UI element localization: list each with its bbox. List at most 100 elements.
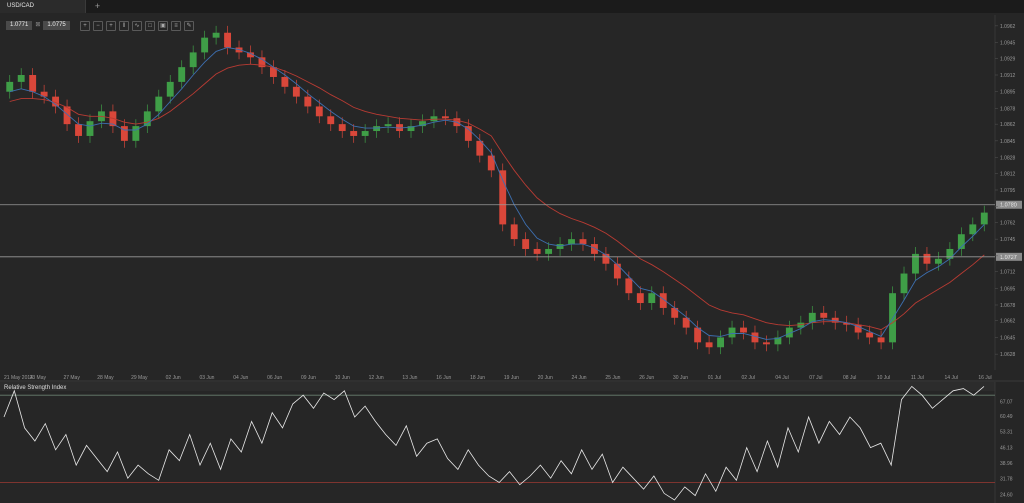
chart-toolbar: + − + ‖ ∿ □ ▣ ≡ ✎ <box>80 21 194 31</box>
y-tick-label: 1.0628 <box>1000 352 1016 358</box>
candle-body <box>648 293 656 304</box>
candle-body <box>613 263 621 279</box>
candle-body <box>292 86 300 97</box>
candle-body <box>671 307 679 318</box>
main-panel: 1.0780 1.0727 1.0962 1.0945 1.0929 1.0912 1.0… <box>0 15 1022 381</box>
y-tick-label: 1.0929 <box>1000 56 1016 62</box>
y-tick-label: 1.0712 <box>1000 270 1016 276</box>
candle-body <box>808 312 816 323</box>
candle-body <box>155 96 163 112</box>
settings-icon[interactable]: ≡ <box>171 21 181 31</box>
candle-body <box>143 111 151 127</box>
y-tick-label: 1.0828 <box>1000 156 1016 162</box>
candle-body <box>17 75 25 82</box>
candle-body <box>602 253 610 264</box>
candle-body <box>407 126 415 132</box>
y-tick-label: 1.0645 <box>1000 335 1016 341</box>
candle-body <box>212 32 220 38</box>
x-tick-label: 21 May 2014 <box>4 375 33 381</box>
candle-body <box>785 327 793 338</box>
ma-fast-line <box>9 47 985 340</box>
tab-bar: USD/CAD + <box>0 0 1024 13</box>
x-tick-label: 26 Jun <box>639 375 654 381</box>
candle-body <box>86 121 94 136</box>
x-tick-label: 25 Jun <box>605 375 620 381</box>
candle-body <box>980 212 988 225</box>
candle-body <box>923 253 931 264</box>
candle-body <box>327 116 335 125</box>
rsi-tick-label: 60.49 <box>1000 414 1013 420</box>
candle-body <box>178 67 186 82</box>
ask-price[interactable]: 1.0775 <box>43 21 70 30</box>
y-tick-label: 1.0895 <box>1000 90 1016 96</box>
candle-body <box>705 342 713 348</box>
candle-body <box>419 121 426 127</box>
x-tick-label: 04 Jul <box>775 375 788 381</box>
candle-body <box>568 239 575 245</box>
y-tick-label: 1.0778 <box>1000 205 1016 211</box>
add-tab-button[interactable]: + <box>94 1 101 11</box>
x-tick-label: 30 Jun <box>673 375 688 381</box>
screenshot-icon[interactable]: ▣ <box>158 21 168 31</box>
candle-body <box>774 337 782 345</box>
quote-separator-icon: ⊠ <box>35 22 41 28</box>
candle-body <box>545 248 553 254</box>
quote-panel: 1.0771 ⊠ 1.0775 <box>6 21 70 30</box>
x-tick-label: 10 Jun <box>335 375 350 381</box>
candle-body <box>132 126 140 141</box>
x-tick-label: 19 Jun <box>504 375 519 381</box>
bid-price[interactable]: 1.0771 <box>6 21 33 30</box>
candle-body <box>522 239 530 249</box>
x-tick-label: 03 Jun <box>199 375 214 381</box>
x-tick-label: 01 Jul <box>708 375 721 381</box>
candle-body <box>762 342 770 345</box>
price-badge <box>996 200 1022 209</box>
y-tick-label: 1.0945 <box>1000 41 1016 47</box>
y-tick-label: 1.0762 <box>1000 220 1016 226</box>
candles-icon[interactable]: ‖ <box>119 21 129 31</box>
crosshair-icon[interactable]: + <box>106 21 116 31</box>
y-tick-label: 1.0695 <box>1000 286 1016 292</box>
zoom-out-icon[interactable]: − <box>93 21 103 31</box>
x-tick-label: 13 Jun <box>402 375 417 381</box>
x-tick-label: 04 Jun <box>233 375 248 381</box>
candle-body <box>201 37 209 53</box>
x-tick-label: 02 Jun <box>166 375 181 381</box>
x-tick-label: 14 Jul <box>945 375 958 381</box>
candle-body <box>820 312 828 318</box>
price-badge-label: 1.0780 <box>1000 203 1017 209</box>
candle-body <box>957 234 965 249</box>
rsi-tick-label: 67.07 <box>1000 400 1013 406</box>
candle-body <box>591 244 598 254</box>
candle-body <box>441 116 449 119</box>
indicators-icon[interactable]: ∿ <box>132 21 142 31</box>
candle-body <box>315 106 323 117</box>
candle-body <box>533 248 541 254</box>
tab-usdcad[interactable]: USD/CAD <box>0 0 86 13</box>
x-tick-label: 06 Jun <box>267 375 282 381</box>
candle-body <box>889 293 896 343</box>
candle-body <box>304 96 312 107</box>
rsi-tick-label: 24.60 <box>1000 492 1013 498</box>
candle-body <box>247 52 254 58</box>
x-tick-label: 08 Jul <box>843 375 856 381</box>
x-tick-label: 09 Jun <box>301 375 316 381</box>
candle-body <box>52 96 60 107</box>
candle-body <box>625 278 633 294</box>
candle-body <box>361 131 369 136</box>
candle-body <box>728 327 736 338</box>
rsi-tick-label: 46.13 <box>1000 445 1013 451</box>
zoom-in-icon[interactable]: + <box>80 21 90 31</box>
candle-body <box>751 332 759 343</box>
candle-body <box>912 253 919 274</box>
candle-body <box>556 244 564 249</box>
draw-icon[interactable]: ✎ <box>184 21 194 31</box>
rsi-line <box>3 385 985 501</box>
candle-body <box>499 170 507 225</box>
objects-icon[interactable]: □ <box>145 21 155 31</box>
candle-body <box>40 91 48 97</box>
candle-body <box>338 124 346 132</box>
y-tick-label: 1.0845 <box>1000 139 1016 145</box>
candle-body <box>740 327 747 333</box>
